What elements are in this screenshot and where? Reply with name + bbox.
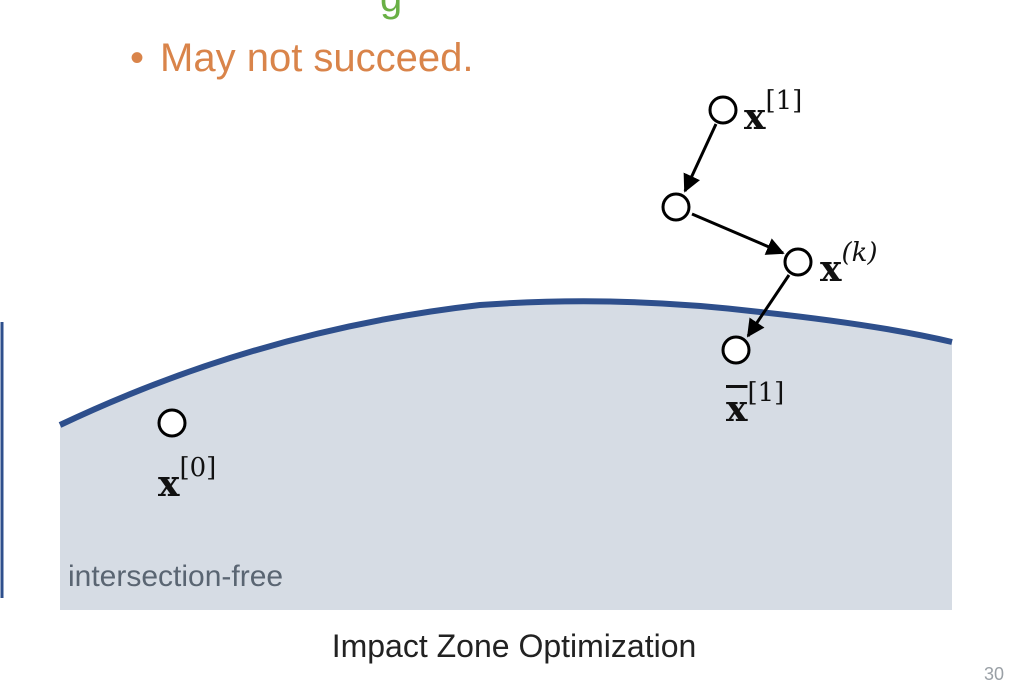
slide-caption: Impact Zone Optimization bbox=[331, 628, 697, 664]
label-xbar1: x[1] bbox=[726, 378, 784, 430]
label-xk-sup: (k) bbox=[841, 238, 878, 268]
bullet-item: • May not succeed. bbox=[130, 36, 474, 81]
label-x0-base: x bbox=[158, 463, 180, 505]
intersection-free-region bbox=[60, 301, 952, 610]
label-xk: x(k) bbox=[820, 238, 878, 290]
node-x0 bbox=[157, 408, 187, 438]
region-label: intersection-free bbox=[68, 560, 284, 593]
label-x0-sup: [0] bbox=[179, 453, 217, 483]
arrow-xk-to-xbar1 bbox=[746, 274, 791, 338]
label-x1-sup: [1] bbox=[765, 86, 803, 116]
label-xk-base: x bbox=[820, 248, 842, 290]
label-x0: x[0] bbox=[158, 453, 216, 505]
node-xk bbox=[783, 247, 813, 277]
partial-heading-text: g bbox=[380, 0, 402, 21]
bullet-text: May not succeed. bbox=[160, 36, 474, 80]
node-xbar1 bbox=[721, 335, 751, 365]
label-xbar1-sup: [1] bbox=[747, 378, 785, 408]
boundary-curve bbox=[58, 298, 953, 428]
label-xbar1-base: x bbox=[726, 388, 748, 430]
label-x1: x[1] bbox=[744, 86, 802, 138]
bullet-dot-icon: • bbox=[130, 36, 145, 80]
node-mid bbox=[661, 192, 691, 222]
label-x1-base: x bbox=[744, 96, 766, 138]
arrow-mid-to-xk bbox=[691, 212, 785, 255]
arrow-x1-to-mid bbox=[683, 123, 718, 193]
node-x1 bbox=[708, 95, 738, 125]
page-number: 30 bbox=[984, 664, 1005, 684]
